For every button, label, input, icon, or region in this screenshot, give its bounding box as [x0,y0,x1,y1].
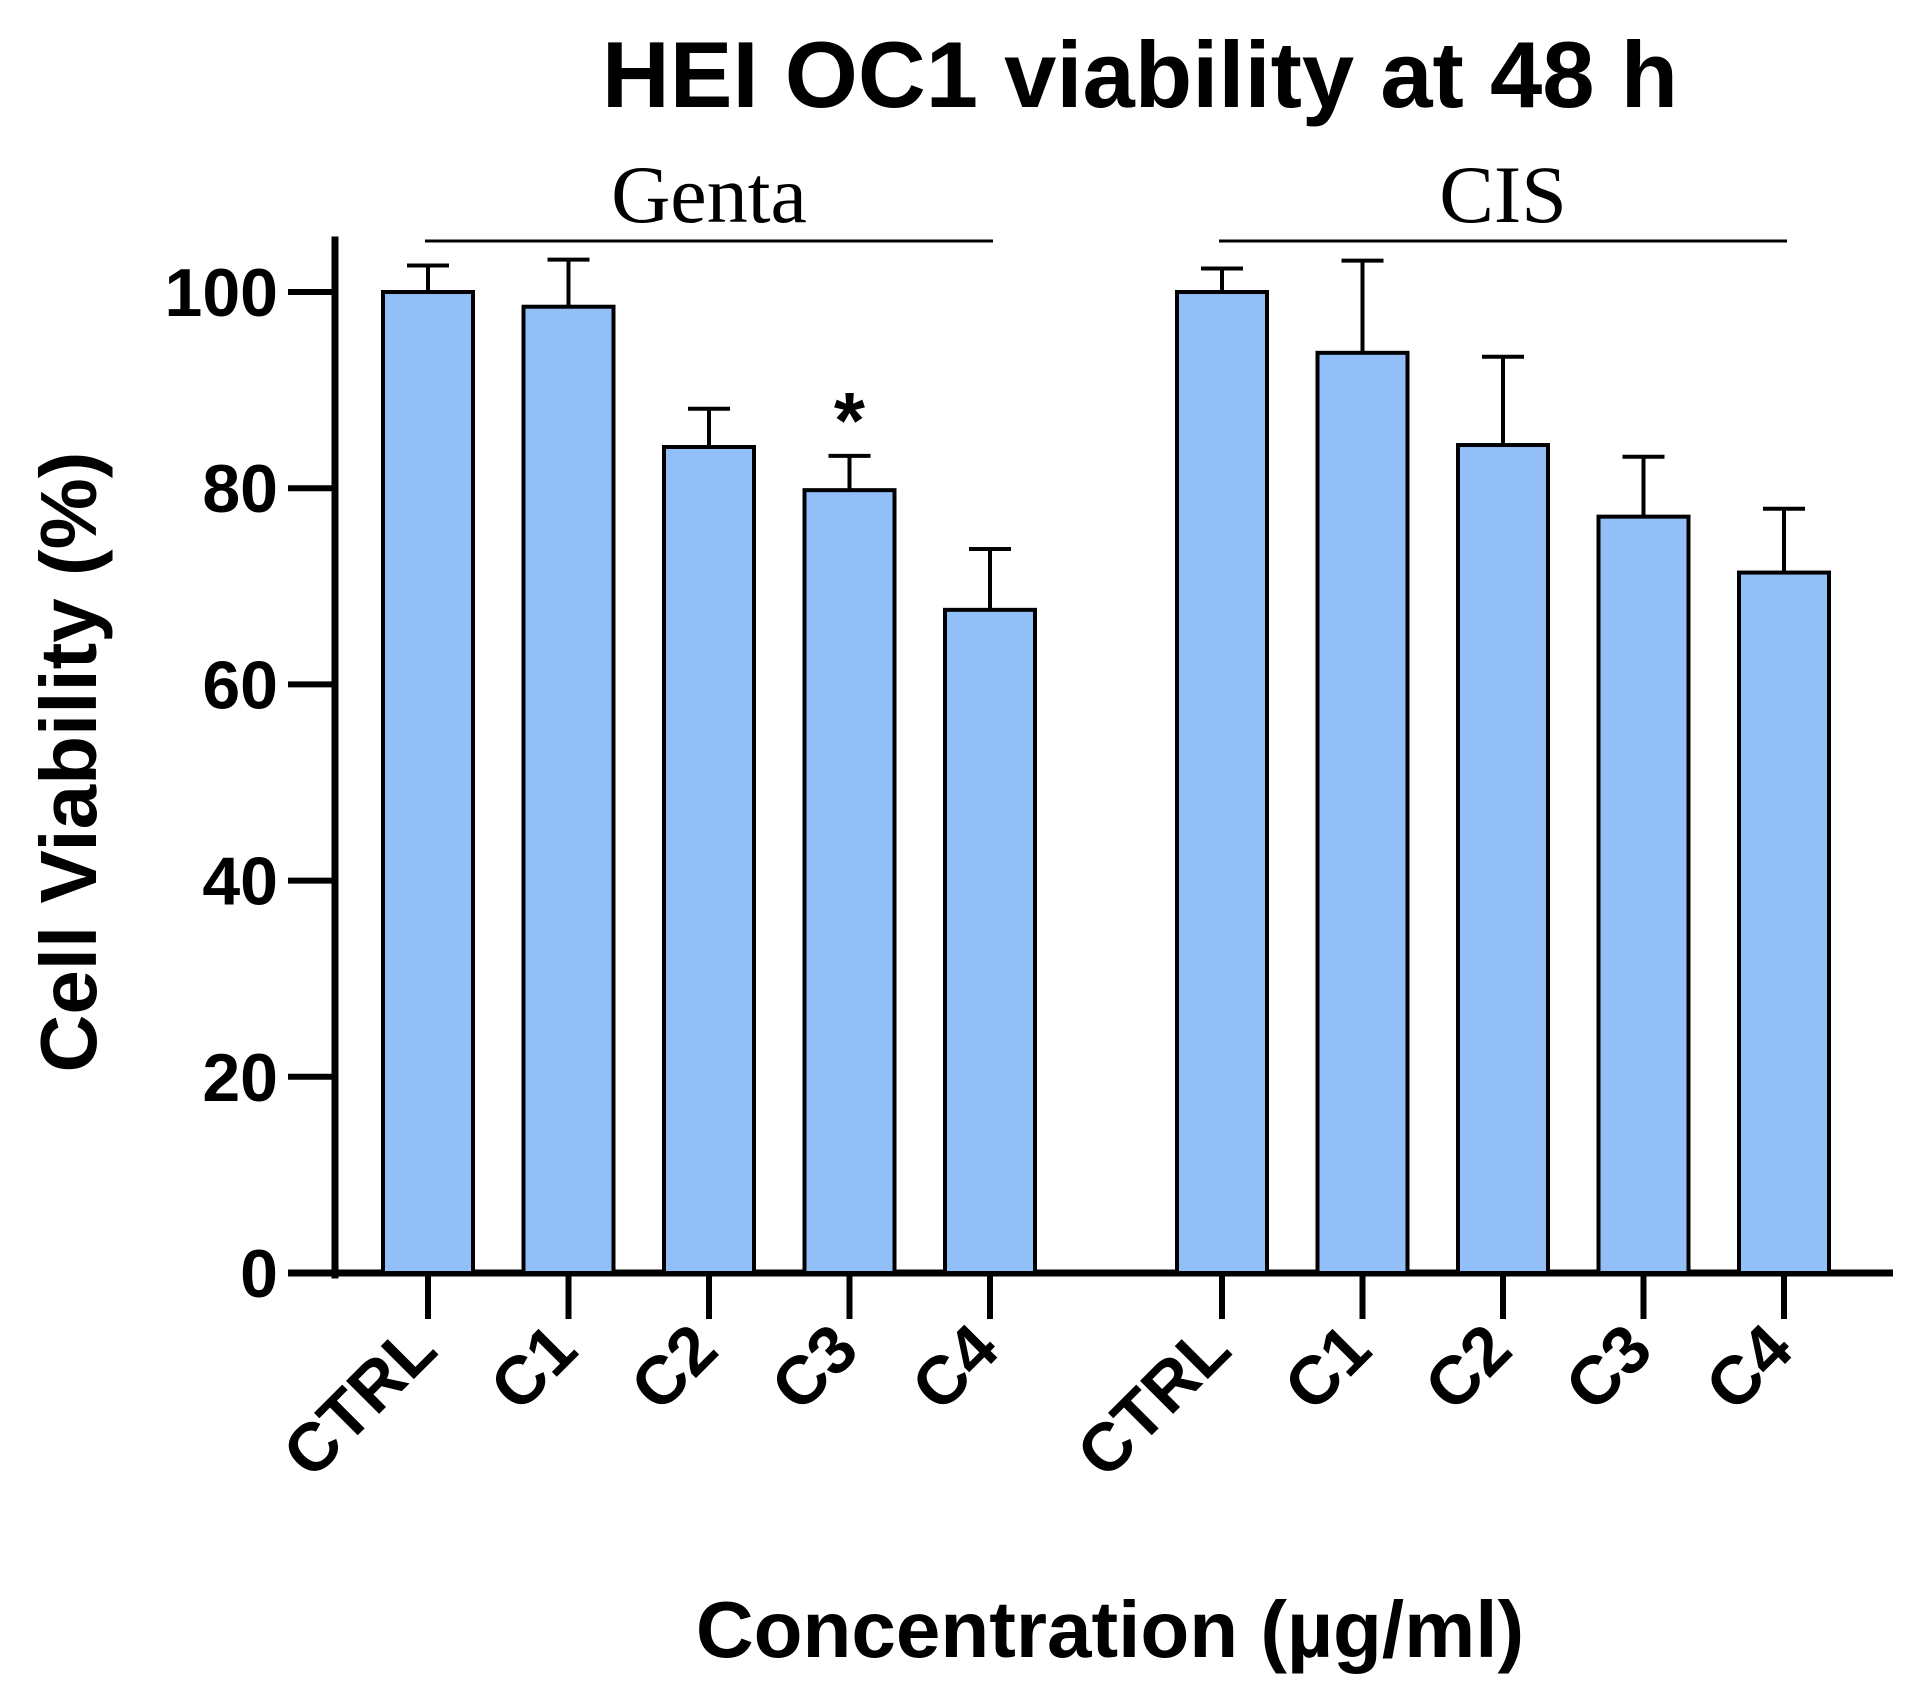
y-tick-label: 20 [202,1040,278,1116]
x-tick-label: C2 [1410,1310,1525,1425]
bar [1315,350,1410,1275]
x-tick-label: C3 [1551,1310,1666,1425]
x-tick-label: CTRL [1063,1310,1245,1492]
x-tick-label: C1 [1270,1310,1385,1425]
bar [943,607,1037,1275]
group-label: Genta [611,149,807,240]
bar [521,304,616,1275]
bar [1456,443,1550,1275]
x-axis-label: Concentration (µg/ml) [696,1585,1524,1674]
x-tick-label: C4 [1691,1310,1806,1425]
y-tick-label: 40 [202,844,278,920]
y-axis-label: Cell Viability (%) [24,452,113,1073]
x-tick-label: C3 [757,1310,872,1425]
group-label: CIS [1439,149,1567,240]
x-tick-label: C2 [616,1310,731,1425]
bar [1596,514,1691,1275]
y-tick-label: 60 [202,647,278,723]
bar [662,444,756,1275]
y-tick-label: 0 [240,1236,278,1312]
bar [381,290,475,1275]
chart-title: HEI OC1 viability at 48 h [602,22,1678,127]
x-tick-label: C1 [476,1310,591,1425]
x-tick-label: CTRL [269,1310,451,1492]
significance-marker: * [834,376,866,465]
x-tick-label: C4 [897,1310,1012,1425]
bar [1737,570,1831,1275]
bar [802,488,897,1275]
y-tick-label: 80 [202,451,278,527]
y-tick-label: 100 [165,255,278,331]
bar [1175,290,1269,1275]
